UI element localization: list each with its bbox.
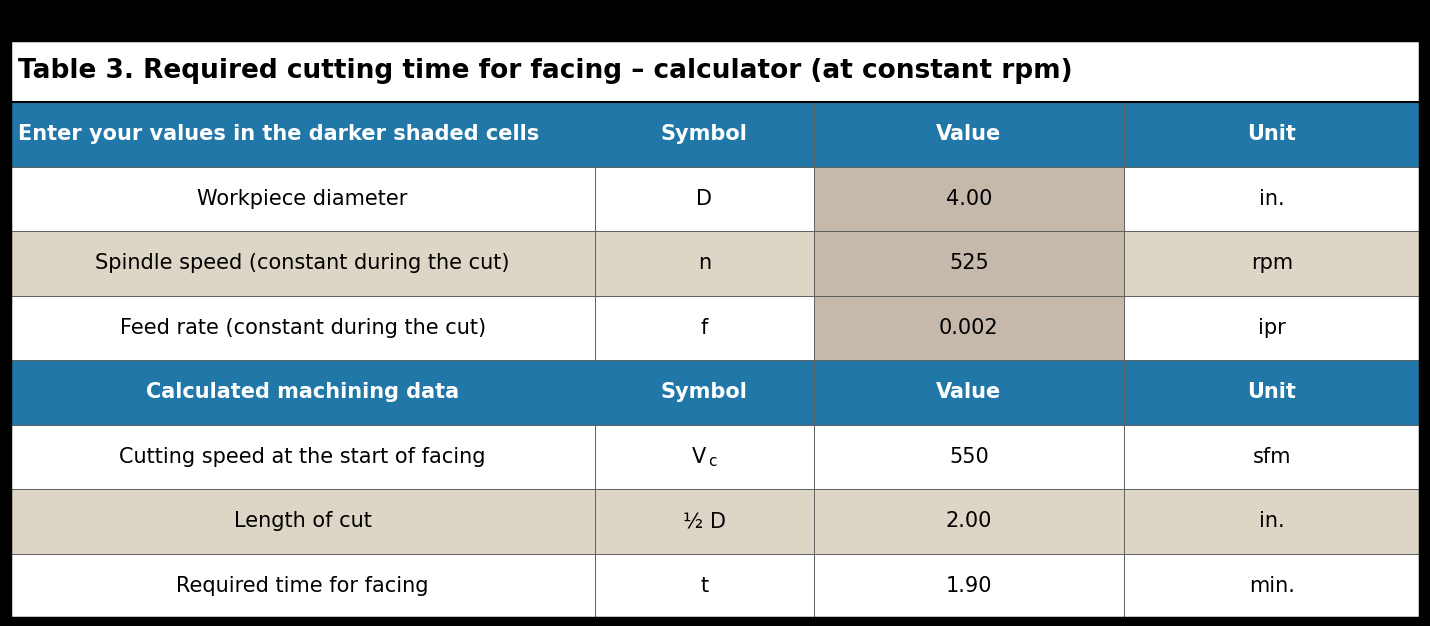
Bar xyxy=(595,553,814,618)
Bar xyxy=(10,360,595,424)
Text: 550: 550 xyxy=(950,447,988,467)
Text: 0.002: 0.002 xyxy=(940,318,998,338)
Bar xyxy=(595,231,814,295)
Text: Spindle speed (constant during the cut): Spindle speed (constant during the cut) xyxy=(96,254,511,274)
Bar xyxy=(814,553,1124,618)
Bar xyxy=(1124,360,1420,424)
Text: Cutting speed at the start of facing: Cutting speed at the start of facing xyxy=(119,447,486,467)
Bar xyxy=(1124,167,1420,231)
Text: 525: 525 xyxy=(950,254,988,274)
Bar xyxy=(595,167,814,231)
Bar xyxy=(814,295,1124,360)
Bar xyxy=(10,424,595,489)
Text: Workpiece diameter: Workpiece diameter xyxy=(197,189,408,208)
Bar xyxy=(595,489,814,553)
Bar xyxy=(1124,553,1420,618)
Bar xyxy=(10,295,595,360)
Text: 1.90: 1.90 xyxy=(945,576,992,596)
Bar xyxy=(814,167,1124,231)
Text: Symbol: Symbol xyxy=(661,124,748,144)
Bar xyxy=(814,489,1124,553)
Bar xyxy=(10,40,1420,102)
Bar xyxy=(595,424,814,489)
Text: Value: Value xyxy=(937,124,1001,144)
Text: in.: in. xyxy=(1260,189,1284,208)
Text: Required time for facing: Required time for facing xyxy=(176,576,429,596)
Text: sfm: sfm xyxy=(1253,447,1291,467)
Text: Symbol: Symbol xyxy=(661,382,748,403)
Text: ½ D: ½ D xyxy=(684,511,726,531)
Text: D: D xyxy=(696,189,712,208)
Text: Enter your values in the darker shaded cells: Enter your values in the darker shaded c… xyxy=(19,124,539,144)
Bar xyxy=(1124,489,1420,553)
Text: t: t xyxy=(701,576,708,596)
Text: Value: Value xyxy=(937,382,1001,403)
Text: c: c xyxy=(708,454,716,470)
Bar xyxy=(814,231,1124,295)
Text: in.: in. xyxy=(1260,511,1284,531)
Text: Unit: Unit xyxy=(1247,124,1297,144)
Text: V: V xyxy=(692,447,706,467)
Text: min.: min. xyxy=(1248,576,1296,596)
Bar xyxy=(10,231,595,295)
Bar xyxy=(814,424,1124,489)
Text: Unit: Unit xyxy=(1247,382,1297,403)
Bar xyxy=(814,360,1124,424)
Text: Table 3. Required cutting time for facing – calculator (at constant rpm): Table 3. Required cutting time for facin… xyxy=(19,58,1072,84)
Bar xyxy=(595,360,814,424)
Bar xyxy=(10,102,595,167)
Bar xyxy=(10,489,595,553)
Bar xyxy=(1124,231,1420,295)
Text: ipr: ipr xyxy=(1258,318,1286,338)
Text: 4.00: 4.00 xyxy=(945,189,992,208)
Text: Calculated machining data: Calculated machining data xyxy=(146,382,459,403)
Bar xyxy=(1124,102,1420,167)
Text: 2.00: 2.00 xyxy=(945,511,992,531)
Bar xyxy=(10,167,595,231)
Text: Length of cut: Length of cut xyxy=(233,511,372,531)
Bar xyxy=(10,553,595,618)
Text: rpm: rpm xyxy=(1251,254,1293,274)
Text: f: f xyxy=(701,318,708,338)
Bar xyxy=(1124,424,1420,489)
Text: n: n xyxy=(698,254,711,274)
Text: Feed rate (constant during the cut): Feed rate (constant during the cut) xyxy=(120,318,486,338)
Bar xyxy=(814,102,1124,167)
Bar xyxy=(595,295,814,360)
Bar xyxy=(1124,295,1420,360)
Bar xyxy=(595,102,814,167)
